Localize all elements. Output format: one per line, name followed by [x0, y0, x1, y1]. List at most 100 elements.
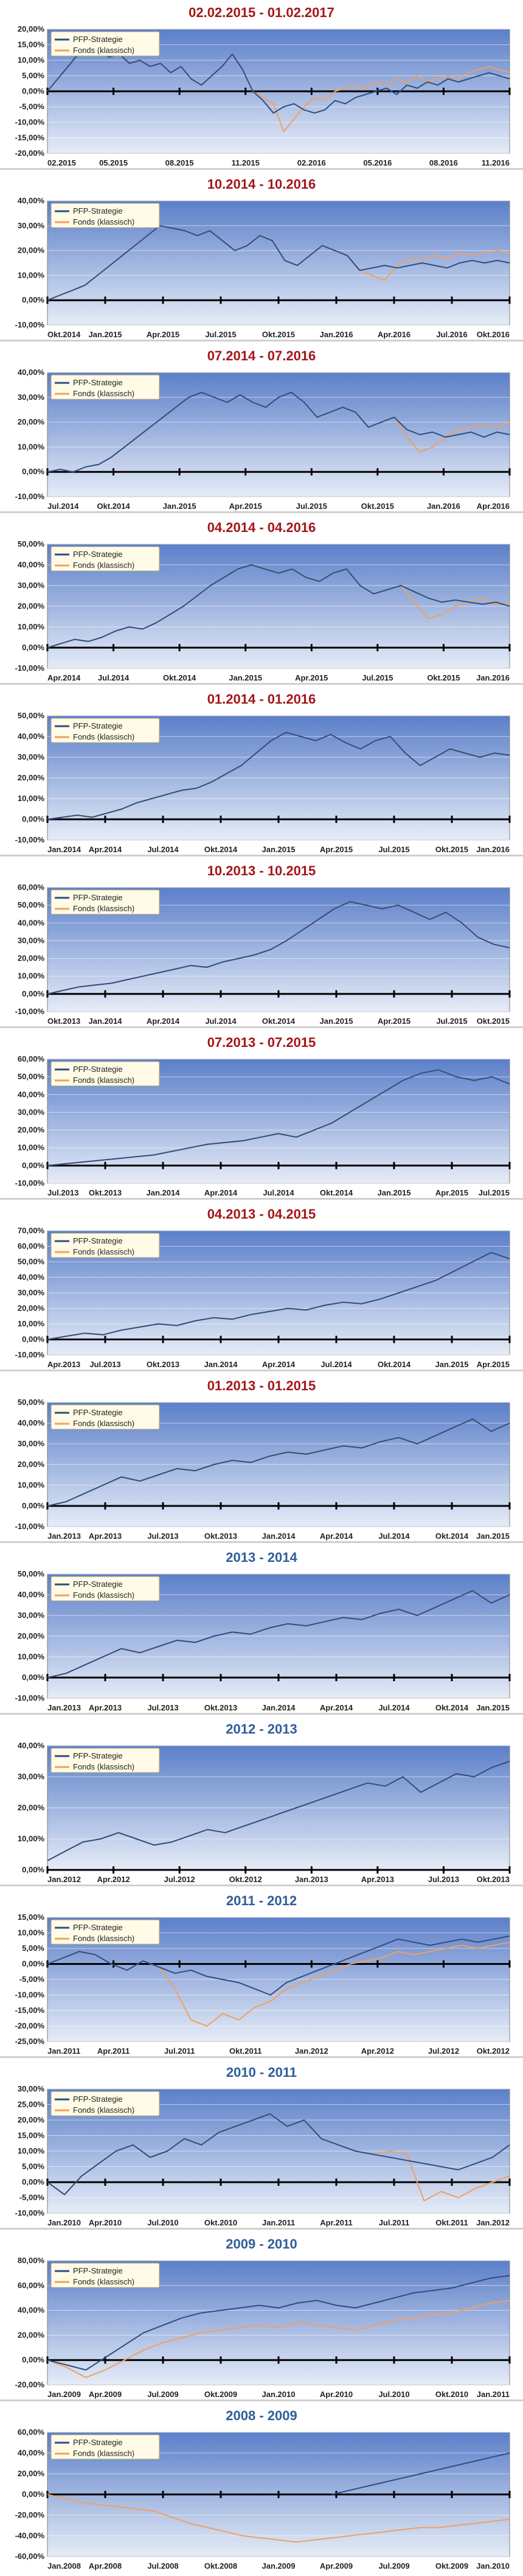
- y-tick-label: 30,00%: [18, 2084, 45, 2093]
- series-line-pfp-strategie: [47, 225, 510, 301]
- x-tick-label: Jul.2011: [164, 2046, 195, 2056]
- y-tick-label: 80,00%: [18, 2256, 45, 2265]
- y-tick-label: 70,00%: [18, 1226, 45, 1235]
- line-chart: 80,00%60,00%40,00%20,00%0,00%-20,00%Jan.…: [15, 2256, 511, 2399]
- y-tick-label: 0,00%: [22, 2355, 44, 2364]
- y-tick-label: 20,00%: [18, 246, 45, 255]
- x-tick-label: Apr.2015: [229, 502, 262, 511]
- y-tick-label: -5,00%: [19, 102, 45, 111]
- y-tick-label: -20,00%: [15, 149, 45, 158]
- x-tick-label: Jul.2014: [378, 1703, 410, 1712]
- x-tick-label: Jul.2013: [47, 1188, 78, 1197]
- legend-label: Fonds (klassisch): [73, 1591, 134, 1600]
- x-tick-label: Okt.2011: [435, 2218, 468, 2227]
- series-line-pfp-strategie: [47, 1760, 510, 1861]
- y-tick-label: 50,00%: [18, 711, 45, 720]
- legend-label: PFP-Strategie: [73, 2266, 123, 2275]
- x-tick-label: Apr.2013: [89, 1703, 122, 1712]
- x-tick-label: Jan.2012: [47, 1875, 81, 1884]
- x-tick-label: Jan.2015: [163, 502, 196, 511]
- y-tick-label: 50,00%: [18, 900, 45, 909]
- x-tick-label: Apr.2014: [89, 845, 122, 854]
- y-tick-label: 30,00%: [18, 1288, 45, 1297]
- y-tick-label: 20,00%: [18, 954, 45, 963]
- y-tick-label: 60,00%: [18, 2427, 45, 2437]
- y-tick-label: 0,00%: [22, 1161, 44, 1170]
- line-chart: 40,00%30,00%20,00%10,00%0,00%-10,00%Jul.…: [15, 368, 511, 511]
- x-tick-label: Okt.2016: [477, 330, 510, 339]
- y-tick-label: 10,00%: [18, 1480, 45, 1489]
- y-tick-label: 10,00%: [18, 622, 45, 631]
- chart-title: 2013 - 2014: [226, 1550, 297, 1565]
- x-tick-label: Jan.2010: [476, 2561, 510, 2571]
- x-tick-label: Jul.2015: [479, 1188, 510, 1197]
- legend-box: [50, 889, 160, 915]
- y-tick-label: 40,00%: [18, 1741, 45, 1750]
- x-tick-label: Jan.2013: [47, 1703, 81, 1712]
- y-tick-label: 40,00%: [18, 196, 45, 205]
- x-tick-label: Okt.2013: [147, 1360, 179, 1369]
- x-tick-label: Apr.2013: [47, 1360, 80, 1369]
- chart-title: 02.02.2015 - 01.02.2017: [189, 5, 334, 20]
- x-tick-label: Jan.2015: [476, 1531, 510, 1541]
- y-tick-label: 60,00%: [18, 1242, 45, 1251]
- y-tick-label: -60,00%: [15, 2552, 45, 2561]
- line-chart: 50,00% 40,00% 30,00% 20,00% 10,00% 0,00% -10,0…: [15, 1569, 511, 1712]
- x-tick-label: Jul.2014: [263, 1188, 294, 1197]
- line-chart: 70,00% 60,00% 50,00% 40,00% 30,00% 20,00% 10,0…: [15, 1226, 511, 1369]
- x-tick-label: Apr.2009: [89, 2390, 122, 2399]
- x-tick-label: Okt.2009: [204, 2390, 237, 2399]
- x-tick-label: Okt.2008: [204, 2561, 237, 2571]
- y-tick-label: 0,00%: [22, 1335, 44, 1344]
- legend-label: Fonds (klassisch): [73, 389, 134, 398]
- chart-panel: 10.2014 - 10.2016 40,00% 30,00% 20,00% 10,00…: [0, 172, 523, 343]
- y-tick-label: 20,00%: [18, 1803, 45, 1812]
- x-tick-label: Jan.2015: [476, 1703, 510, 1712]
- x-tick-label: Jul.2013: [147, 1531, 178, 1541]
- legend-box: [50, 1748, 160, 1773]
- x-tick-label: Okt.2013: [477, 1875, 510, 1884]
- x-tick-label: Apr.2013: [361, 1875, 394, 1884]
- y-tick-label: -10,00%: [15, 1522, 45, 1531]
- x-tick-label: Okt.2014: [320, 1188, 353, 1197]
- x-tick-label: Apr.2014: [47, 673, 81, 682]
- legend-label: PFP-Strategie: [73, 35, 123, 44]
- chart-panel: 02.02.2015 - 01.02.2017 20,00% 15,00% 10,00…: [0, 0, 523, 172]
- legend-label: PFP-Strategie: [73, 550, 123, 559]
- x-tick-label: Jan.2011: [262, 2218, 295, 2227]
- y-tick-label: -10,00%: [15, 2208, 45, 2217]
- x-tick-label: 11.2016: [482, 158, 510, 167]
- y-tick-label: 40,00%: [18, 732, 45, 741]
- y-tick-label: 50,00%: [18, 1257, 45, 1266]
- x-tick-label: Jan.2015: [262, 845, 296, 854]
- y-tick-label: 5,00%: [22, 2162, 44, 2171]
- x-tick-label: Jul.2015: [436, 1017, 467, 1026]
- x-tick-label: Jul.2014: [378, 1531, 410, 1541]
- x-tick-label: Jul.2012: [164, 1875, 195, 1884]
- legend-label: Fonds (klassisch): [73, 904, 134, 913]
- chart-title: 01.2014 - 01.2016: [207, 691, 316, 707]
- y-tick-label: -5,00%: [19, 2193, 45, 2202]
- series-line-pfp-strategie: [47, 391, 510, 473]
- legend-box: [50, 31, 160, 57]
- x-tick-label: Apr.2015: [320, 845, 353, 854]
- panel-separator: [0, 683, 523, 685]
- y-tick-label: 40,00%: [18, 1418, 45, 1427]
- x-tick-label: Jan.2013: [47, 1531, 81, 1541]
- x-tick-label: Jul.2012: [428, 2046, 459, 2056]
- x-tick-label: Apr.2015: [435, 1188, 468, 1197]
- x-tick-label: Okt.2010: [435, 2390, 468, 2399]
- y-tick-label: -10,00%: [15, 1178, 45, 1188]
- x-tick-label: Apr.2009: [320, 2561, 353, 2571]
- y-tick-label: 20,00%: [18, 1460, 45, 1469]
- y-tick-label: 25,00%: [18, 2100, 45, 2109]
- x-tick-label: Apr.2016: [378, 330, 410, 339]
- x-tick-label: Okt.2014: [204, 845, 238, 854]
- y-tick-label: 30,00%: [18, 1772, 45, 1781]
- legend-label: PFP-Strategie: [73, 1923, 123, 1932]
- y-tick-label: 20,00%: [18, 2330, 45, 2339]
- legend-box: [50, 1576, 160, 1601]
